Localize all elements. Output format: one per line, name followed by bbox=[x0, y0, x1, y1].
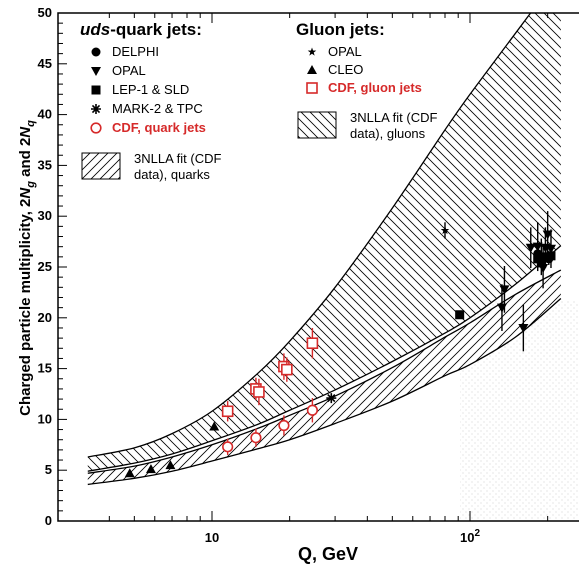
x-axis-ticks: 10 102 bbox=[108, 13, 549, 545]
legend-gluon-marker-cdf-gluon-jets bbox=[306, 82, 318, 94]
y-tick-label: 15 bbox=[38, 361, 52, 376]
data-points bbox=[124, 211, 556, 478]
y-tick-label: 45 bbox=[38, 56, 52, 71]
data-point-cleo bbox=[209, 421, 220, 431]
y-tick-label: 0 bbox=[45, 513, 52, 528]
legend-gluon-band-swatch bbox=[297, 111, 337, 139]
legend-quark-label-mark-2-tpc: MARK-2 & TPC bbox=[112, 101, 203, 116]
gluon-fit-band-lower-edge bbox=[87, 245, 562, 472]
axes: 0 5 10 15 20 25 30 35 40 45 50 10 102 Q, GeV Charge… bbox=[17, 5, 579, 564]
data-point-cdf-gluon-jets bbox=[221, 405, 234, 418]
y-tick-label: 10 bbox=[38, 411, 52, 426]
x-tick-label: 102 bbox=[460, 528, 480, 545]
series-opal-gluon bbox=[440, 222, 450, 239]
series-mark-2-tpc bbox=[326, 393, 337, 404]
legend-gluon-label-cleo: CLEO bbox=[328, 62, 363, 77]
y-tick-label: 35 bbox=[38, 157, 52, 172]
data-point-opal-quark bbox=[538, 264, 549, 274]
data-point-lep-1-sld bbox=[455, 310, 465, 320]
legend-quark-title: uds-quark jets: bbox=[80, 20, 202, 39]
data-point-cleo bbox=[165, 460, 176, 470]
data-point-cdf-quark-jets bbox=[222, 441, 234, 453]
data-point-opal-quark bbox=[542, 230, 553, 240]
legend-gluon-label-cdf-gluon-jets: CDF, gluon jets bbox=[328, 80, 422, 95]
data-point-opal-quark bbox=[518, 323, 529, 333]
legend-gluon-marker-opal bbox=[307, 47, 317, 56]
plot-area bbox=[87, 13, 579, 521]
series-cleo bbox=[124, 421, 220, 478]
data-point-cdf-quark-jets bbox=[306, 404, 319, 416]
x-tick-label: 10 bbox=[205, 530, 219, 545]
legend-quark-label-lep-1-sld: LEP-1 & SLD bbox=[112, 82, 189, 97]
legend-quark-band-label-line2: data), quarks bbox=[134, 167, 210, 182]
legend-quark-jets: uds-quark jets: DELPHI OPAL LEP-1 & SLD MAR… bbox=[80, 20, 221, 182]
data-point-cdf-gluon-jets bbox=[306, 337, 319, 350]
y-axis-title: Charged particle multiplicity, 2Ng and 2… bbox=[17, 120, 37, 416]
legend-quark-marker-delphi bbox=[91, 47, 101, 57]
quark-fit-band-lower-edge bbox=[87, 298, 562, 486]
series-cdf-gluon-jets bbox=[221, 327, 319, 422]
data-point-opal-quark bbox=[545, 244, 556, 254]
legend-quark-marker-lep-1-sld bbox=[91, 85, 101, 95]
legend-gluon-band-label: 3NLLA fit (CDF bbox=[350, 110, 437, 125]
legend-quark-label-delphi: DELPHI bbox=[112, 44, 159, 59]
data-point-opal-quark bbox=[525, 243, 536, 253]
data-point-cdf-gluon-jets bbox=[253, 386, 265, 398]
series-opal-quark bbox=[496, 211, 556, 352]
y-tick-label: 50 bbox=[38, 5, 52, 20]
gluon-fit-band-upper-edge bbox=[87, 13, 532, 458]
data-point-cdf-gluon-jets bbox=[281, 363, 293, 376]
data-point-cdf-quark-jets bbox=[250, 432, 262, 444]
legend-quark-label-opal: OPAL bbox=[112, 63, 146, 78]
legend-quark-band-label: 3NLLA fit (CDF bbox=[134, 151, 221, 166]
legend-gluon-marker-cleo bbox=[307, 65, 317, 74]
y-tick-label: 5 bbox=[45, 462, 52, 477]
legend-quark-marker-opal bbox=[91, 67, 101, 76]
y-tick-label: 20 bbox=[38, 310, 52, 325]
legend-quark-label-cdf-quark-jets: CDF, quark jets bbox=[112, 120, 206, 135]
y-axis-ticks: 0 5 10 15 20 25 30 35 40 45 50 bbox=[38, 5, 67, 528]
gluon-fit-band bbox=[87, 13, 561, 472]
legend-gluon-jets: Gluon jets: OPAL CLEO CDF, gluon jets 3NLLA… bbox=[296, 20, 437, 141]
legend-gluon-label-opal: OPAL bbox=[328, 44, 362, 59]
data-point-opal-gluon bbox=[440, 225, 450, 235]
legend-quark-band-swatch bbox=[81, 152, 121, 180]
data-point-opal-quark bbox=[499, 285, 510, 295]
y-tick-label: 25 bbox=[38, 259, 52, 274]
data-point-cleo bbox=[124, 468, 135, 478]
y-tick-label: 40 bbox=[38, 107, 52, 122]
legend-quark-marker-cdf-quark-jets bbox=[90, 122, 102, 134]
data-point-cdf-quark-jets bbox=[278, 419, 290, 432]
data-point-opal-quark bbox=[536, 252, 547, 262]
y-tick-label: 30 bbox=[38, 208, 52, 223]
data-point-mark-2-tpc bbox=[326, 393, 337, 404]
series-cdf-quark-jets bbox=[222, 398, 319, 455]
legend-quark-marker-mark-2-tpc bbox=[91, 104, 101, 114]
data-point-opal-quark bbox=[532, 242, 543, 252]
legend-gluon-band-label-line2: data), gluons bbox=[350, 126, 426, 141]
data-point-cleo bbox=[145, 464, 156, 474]
x-axis-title: Q, GeV bbox=[298, 544, 358, 564]
legend-gluon-title: Gluon jets: bbox=[296, 20, 385, 39]
